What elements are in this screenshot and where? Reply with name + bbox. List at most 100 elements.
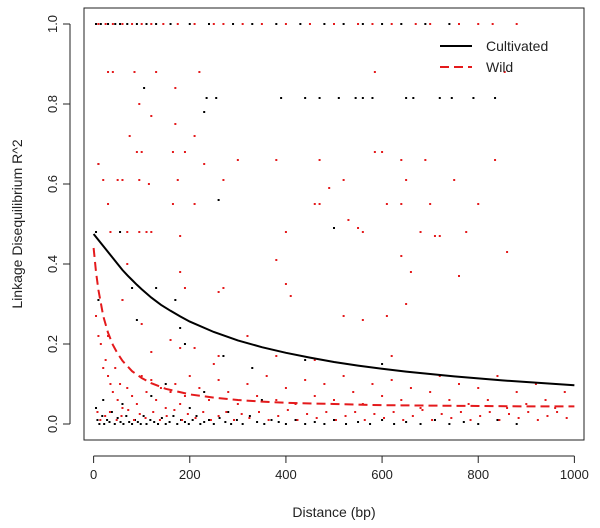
point-wild (114, 367, 117, 369)
point-wild (498, 419, 501, 421)
point-wild (233, 419, 235, 421)
point-cultivated (157, 423, 160, 425)
point-wild (342, 179, 345, 181)
point-wild (385, 203, 388, 205)
point-wild (289, 295, 292, 297)
point-wild (138, 413, 141, 415)
point-wild (217, 291, 220, 293)
point-wild (458, 23, 460, 25)
point-wild (99, 419, 102, 421)
point-wild (506, 407, 509, 409)
point-wild (453, 179, 456, 181)
point-wild (357, 23, 360, 25)
point-cultivated (183, 421, 186, 423)
point-wild (97, 163, 100, 165)
point-wild (240, 413, 243, 415)
point-wild (325, 411, 328, 413)
point-wild (127, 409, 130, 411)
point-wild (138, 103, 141, 105)
point-wild (371, 23, 374, 25)
point-wild (267, 419, 270, 421)
point-wild (438, 375, 441, 377)
point-wild (373, 71, 376, 73)
point-cultivated (405, 97, 408, 99)
point-wild (140, 23, 143, 25)
point-wild (107, 375, 110, 377)
point-wild (554, 407, 557, 409)
point-wild (342, 315, 345, 317)
point-wild (159, 387, 162, 389)
point-cultivated (108, 421, 111, 423)
point-wild (104, 359, 107, 361)
point-wild (515, 23, 518, 25)
point-cultivated (160, 417, 163, 419)
point-wild (202, 411, 205, 413)
point-cultivated (337, 97, 340, 99)
point-wild (508, 413, 510, 415)
point-wild (277, 415, 280, 417)
point-cultivated (187, 423, 190, 425)
point-wild (313, 395, 316, 397)
point-wild (563, 391, 566, 393)
point-wild (357, 227, 360, 229)
point-wild (145, 391, 148, 393)
point-cultivated (496, 419, 499, 421)
point-wild (181, 419, 184, 421)
point-wild (400, 255, 403, 257)
point-wild (534, 383, 537, 385)
point-wild (158, 419, 161, 421)
point-wild (328, 187, 331, 189)
point-wild (491, 23, 494, 25)
point-wild (222, 23, 225, 25)
point-wild (361, 231, 364, 233)
point-cultivated (195, 415, 198, 417)
point-wild (402, 419, 405, 421)
point-wild (107, 203, 110, 205)
point-wild (361, 319, 364, 321)
point-cultivated (131, 287, 134, 289)
point-wild (405, 303, 408, 305)
point-wild (448, 399, 451, 401)
point-cultivated (98, 423, 101, 425)
point-wild (109, 383, 112, 385)
point-wild (97, 23, 100, 25)
point-cultivated (419, 423, 422, 425)
point-wild (162, 23, 165, 25)
x-tick-label: 0 (90, 467, 97, 482)
point-wild (334, 419, 337, 421)
point-wild (313, 359, 316, 361)
point-cultivated (381, 23, 384, 25)
point-cultivated (121, 403, 124, 405)
point-cultivated (381, 363, 384, 365)
curve-wild (92, 247, 575, 408)
legend-label-cultivated: Cultivated (486, 38, 548, 54)
point-wild (128, 135, 131, 137)
point-wild (477, 203, 480, 205)
point-wild (411, 415, 414, 417)
point-cultivated (218, 417, 221, 419)
point-wild (409, 387, 412, 389)
point-wild (222, 287, 225, 289)
point-cultivated (412, 97, 415, 99)
point-wild (308, 23, 311, 25)
point-wild (385, 315, 388, 317)
point-wild (284, 23, 287, 25)
point-wild (241, 23, 244, 25)
point-wild (275, 355, 278, 357)
point-cultivated (361, 97, 364, 99)
point-cultivated (405, 421, 408, 423)
point-wild (479, 415, 482, 417)
point-cultivated (99, 23, 102, 25)
point-cultivated (119, 23, 122, 25)
point-wild (131, 23, 134, 25)
point-cultivated (371, 97, 374, 99)
x-tick-label: 1000 (560, 467, 589, 482)
y-tick-label: 0.2 (45, 335, 60, 353)
point-cultivated (114, 23, 117, 25)
curve-cultivated (92, 233, 575, 387)
point-cultivated (126, 23, 129, 25)
point-wild (246, 383, 249, 385)
point-cultivated (183, 343, 186, 345)
point-wild (363, 419, 366, 421)
